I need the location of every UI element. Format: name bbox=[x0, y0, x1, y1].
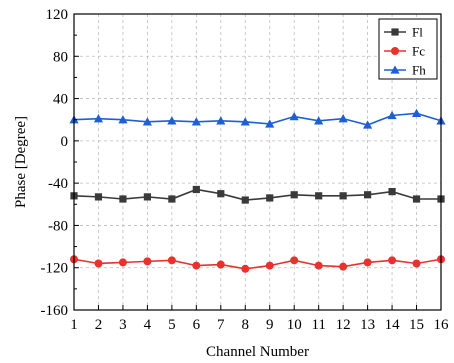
data-point-fc bbox=[94, 259, 103, 268]
data-point-fh bbox=[191, 117, 201, 126]
legend-marker-fc bbox=[391, 47, 399, 55]
y-tick-label: 0 bbox=[61, 134, 69, 150]
data-point-fh bbox=[216, 116, 226, 125]
data-point-fh bbox=[142, 117, 152, 126]
data-point-fc bbox=[118, 258, 127, 267]
x-tick-label: 9 bbox=[266, 317, 274, 333]
series-fl bbox=[70, 185, 445, 204]
data-point-fc bbox=[339, 262, 348, 271]
legend-label-fh: Fh bbox=[412, 63, 426, 78]
data-point-fh bbox=[265, 119, 275, 128]
data-point-fc bbox=[314, 261, 323, 270]
x-tick-label: 4 bbox=[144, 317, 152, 333]
series-line-fh bbox=[73, 112, 442, 126]
data-point-fc bbox=[192, 261, 201, 270]
data-point-fh bbox=[289, 111, 299, 121]
data-point-fh bbox=[93, 114, 104, 123]
data-point-fc bbox=[143, 257, 152, 266]
x-tick-label: 8 bbox=[242, 317, 250, 333]
data-point-fl bbox=[364, 191, 372, 199]
series-layer bbox=[69, 108, 446, 273]
x-tick-label: 10 bbox=[287, 317, 302, 333]
data-point-fc bbox=[388, 256, 397, 265]
data-point-fh bbox=[167, 116, 177, 125]
data-point-fl bbox=[143, 193, 151, 201]
data-point-fl bbox=[119, 195, 127, 203]
x-tick-label: 13 bbox=[360, 317, 375, 333]
data-point-fh bbox=[387, 110, 397, 120]
legend-label-fl: Fl bbox=[412, 25, 423, 40]
y-tick-label: -120 bbox=[41, 261, 69, 277]
series-line-fl bbox=[73, 188, 441, 201]
data-point-fl bbox=[266, 194, 274, 202]
data-point-fl bbox=[388, 188, 396, 196]
data-point-fc bbox=[241, 264, 250, 273]
y-axis-title: Phase [Degree] bbox=[13, 116, 29, 208]
data-point-fl bbox=[315, 192, 323, 200]
data-point-fh bbox=[314, 116, 324, 125]
x-tick-label: 16 bbox=[434, 317, 450, 333]
data-point-fh bbox=[363, 120, 373, 129]
x-tick-label: 7 bbox=[217, 317, 225, 333]
data-point-fc bbox=[290, 256, 299, 265]
legend-marker-fl bbox=[391, 28, 399, 36]
data-point-fl bbox=[94, 193, 103, 201]
y-tick-label: 40 bbox=[53, 92, 68, 108]
x-tick-label: 5 bbox=[168, 317, 176, 333]
data-point-fc bbox=[167, 256, 176, 265]
legend-label-fc: Fc bbox=[412, 44, 425, 59]
x-tick-label: 15 bbox=[409, 317, 424, 333]
data-point-fc bbox=[412, 259, 421, 268]
x-tick-label: 6 bbox=[193, 317, 201, 333]
x-axis-title: Channel Number bbox=[206, 344, 309, 360]
tick-layer: 1 2 3 4 5 6 7 8 9 10 11 12 13 14 15 16-160-120-80-40040… bbox=[41, 7, 450, 333]
data-point-fh bbox=[411, 108, 422, 118]
x-tick-label: 3 bbox=[119, 317, 127, 333]
data-point-fl bbox=[241, 196, 249, 204]
legend-box bbox=[378, 18, 438, 80]
legend-marker-fh bbox=[390, 65, 400, 74]
x-tick-label: 1 bbox=[70, 317, 78, 333]
data-point-fl bbox=[290, 191, 298, 199]
y-tick-label: -80 bbox=[48, 218, 68, 234]
data-point-fc bbox=[216, 260, 225, 269]
x-tick-label: 11 bbox=[311, 317, 325, 333]
x-tick-label: 2 bbox=[95, 317, 103, 333]
data-point-fl bbox=[192, 185, 200, 194]
y-tick-label: -40 bbox=[48, 176, 68, 192]
legend-items: Fl Fc Fh bbox=[384, 25, 426, 78]
data-point-fl bbox=[412, 195, 421, 203]
data-point-fc bbox=[363, 258, 372, 267]
y-tick-label: 80 bbox=[53, 49, 68, 65]
data-point-fl bbox=[217, 190, 225, 198]
data-point-fh bbox=[118, 115, 128, 124]
y-tick-label: -160 bbox=[41, 303, 69, 319]
series-fc bbox=[70, 255, 445, 273]
data-point-fl bbox=[168, 195, 176, 203]
data-point-fl bbox=[339, 192, 347, 200]
y-tick-label: 120 bbox=[46, 7, 69, 23]
data-point-fh bbox=[338, 114, 348, 123]
x-tick-label: 14 bbox=[385, 317, 401, 333]
x-tick-label: 12 bbox=[336, 317, 351, 333]
legend: Fl Fc Fh bbox=[378, 18, 438, 80]
series-fh bbox=[69, 108, 446, 129]
data-point-fc bbox=[265, 261, 274, 270]
series-line-fc bbox=[73, 258, 442, 270]
data-point-fh bbox=[240, 117, 250, 126]
